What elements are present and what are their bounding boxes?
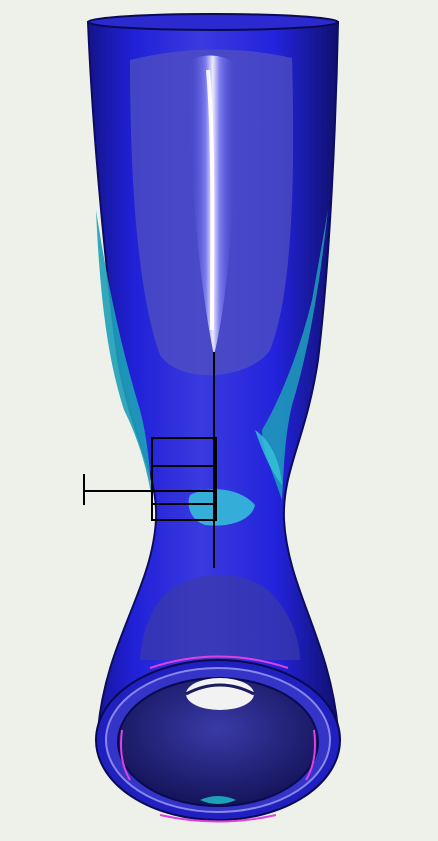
selection-box-icon bbox=[151, 437, 217, 521]
stress-band-right bbox=[262, 210, 328, 500]
magenta-rim-bottom bbox=[159, 814, 277, 823]
through-hole bbox=[186, 678, 254, 710]
stress-band-left bbox=[96, 210, 152, 500]
top-rim bbox=[87, 13, 339, 31]
bottom-inner-cavity bbox=[117, 677, 319, 807]
stress-band-neck bbox=[188, 489, 255, 526]
magenta-rim-top bbox=[149, 655, 289, 669]
lower-region bbox=[140, 575, 300, 660]
crosshair-cursor-icon bbox=[83, 352, 215, 568]
